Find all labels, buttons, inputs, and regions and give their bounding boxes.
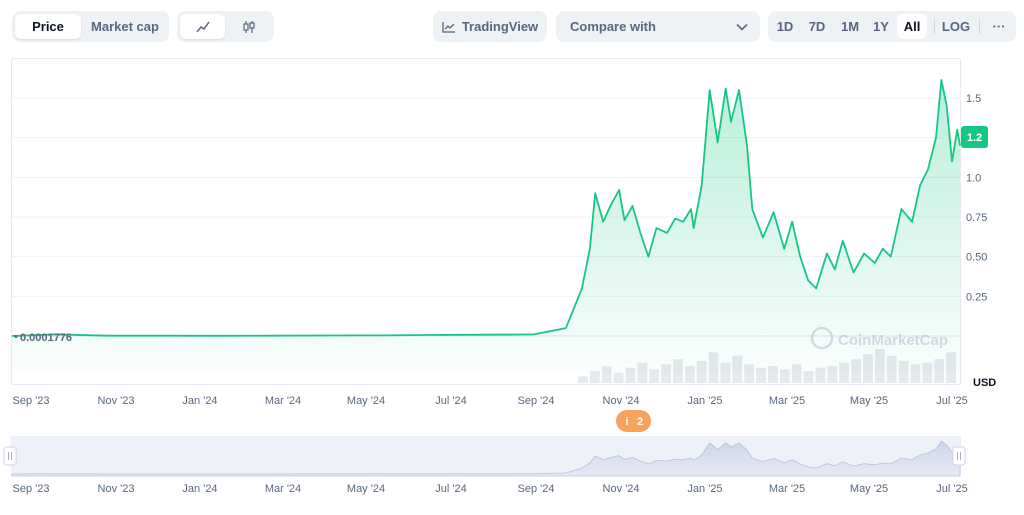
navigator-x-tick-label: Sep '23 (13, 483, 50, 495)
navigator-handle-left-grip (3, 446, 17, 466)
tradingview-label: TradingView (461, 19, 539, 34)
navigator-x-tick-label: May '24 (347, 483, 385, 495)
range-1y-button[interactable]: 1Y (873, 19, 889, 34)
y-tick-label: 0.75 (966, 212, 987, 224)
current-price-badge-value: 1.2 (967, 132, 982, 144)
y-tick-label: 0.50 (966, 252, 987, 264)
chart-frame (11, 58, 961, 385)
coinmarketcap-watermark: CoinMarketCap (810, 326, 948, 350)
volume-bar (768, 366, 778, 383)
start-price-value: 0.0001776 (20, 332, 72, 344)
line-chart-icon (195, 21, 210, 32)
volume-bar (684, 366, 695, 383)
coinmarketcap-logo-icon (810, 326, 834, 350)
tradingview-button[interactable]: TradingView (433, 11, 547, 42)
volume-bar (589, 371, 600, 383)
x-tick-label: Nov '24 (603, 395, 640, 407)
volume-bar (756, 367, 766, 383)
volume-bar (625, 367, 636, 383)
navigator-x-tick-label: Jan '25 (687, 483, 722, 495)
watermark-text: CoinMarketCap (838, 332, 948, 349)
y-tick-label: 1.0 (966, 172, 981, 184)
price-marketcap-toggle: Price Market cap (12, 11, 169, 42)
volume-bar (827, 366, 838, 383)
currency-label: USD (973, 377, 996, 389)
time-range-selector: 1D 7D 1M 1Y All LOG ··· (768, 11, 1016, 42)
range-divider (934, 19, 935, 34)
price-line[interactable] (11, 79, 961, 337)
navigator-x-tick-label: Jul '24 (435, 483, 466, 495)
x-tick-label: May '25 (850, 395, 888, 407)
navigator-handle-right-grip (952, 446, 966, 466)
price-area-fill (12, 80, 960, 374)
navigator-x-tick-label: Nov '23 (98, 483, 135, 495)
more-options-button[interactable]: ··· (992, 19, 1006, 34)
tradingview-icon (442, 21, 455, 33)
navigator-x-tick-label: Nov '24 (603, 483, 640, 495)
navigator-series (11, 440, 961, 477)
navigator-x-tick-label: Jan '24 (182, 483, 217, 495)
candlestick-button[interactable] (227, 14, 271, 39)
start-price-label: • (14, 331, 18, 343)
range-navigator[interactable] (3, 436, 966, 477)
x-tick-label: Mar '25 (769, 395, 805, 407)
volume-bar (779, 369, 790, 383)
volume-bar (803, 371, 814, 383)
navigator-handle-right[interactable] (952, 446, 966, 466)
navigator-x-tick-label: Jul '25 (936, 483, 967, 495)
range-all-button[interactable]: All (897, 14, 927, 39)
events-badge-bg (616, 410, 651, 432)
current-price-badge: 1.2 (961, 126, 988, 148)
volume-bar (613, 372, 624, 383)
navigator-x-tick-label: Mar '25 (769, 483, 805, 495)
chart-type-toggle (177, 11, 274, 42)
x-tick-label: Sep '23 (13, 395, 50, 407)
range-divider (979, 19, 980, 34)
line-chart-button[interactable] (180, 14, 225, 39)
log-scale-button[interactable]: LOG (941, 19, 971, 34)
navigator-handle-left[interactable] (3, 446, 17, 466)
volume-bar (649, 369, 660, 383)
tab-price[interactable]: Price (15, 14, 81, 39)
y-tick-label: 0.25 (966, 291, 987, 303)
navigator-x-tick-label: Sep '24 (518, 483, 555, 495)
x-tick-label: May '24 (347, 395, 385, 407)
volume-bar (815, 367, 826, 383)
compare-with-dropdown[interactable]: Compare with (556, 11, 760, 42)
compare-with-label: Compare with (570, 19, 656, 34)
range-1m-button[interactable]: 1M (840, 19, 860, 34)
navigator-x-tick-label: Mar '24 (265, 483, 301, 495)
volume-bar (578, 376, 588, 383)
events-badge[interactable]: i 2 (616, 410, 651, 432)
x-tick-label: Mar '24 (265, 395, 301, 407)
y-tick-label: 1.5 (966, 93, 981, 105)
x-tick-label: Jan '25 (687, 395, 722, 407)
volume-bar (601, 366, 612, 383)
range-7d-button[interactable]: 7D (808, 19, 826, 34)
x-tick-label: Jul '24 (435, 395, 466, 407)
chevron-down-icon (736, 23, 748, 31)
current-price-badge-bg (961, 126, 988, 148)
candlestick-icon (243, 20, 255, 33)
events-badge-count: 2 (637, 416, 643, 428)
x-tick-label: Nov '23 (98, 395, 135, 407)
range-1d-button[interactable]: 1D (776, 19, 794, 34)
x-tick-label: Sep '24 (518, 395, 555, 407)
x-tick-label: Jul '25 (936, 395, 967, 407)
navigator-x-tick-label: May '25 (850, 483, 888, 495)
info-icon: i (625, 416, 628, 428)
tab-market-cap[interactable]: Market cap (91, 19, 159, 34)
x-tick-label: Jan '24 (182, 395, 217, 407)
